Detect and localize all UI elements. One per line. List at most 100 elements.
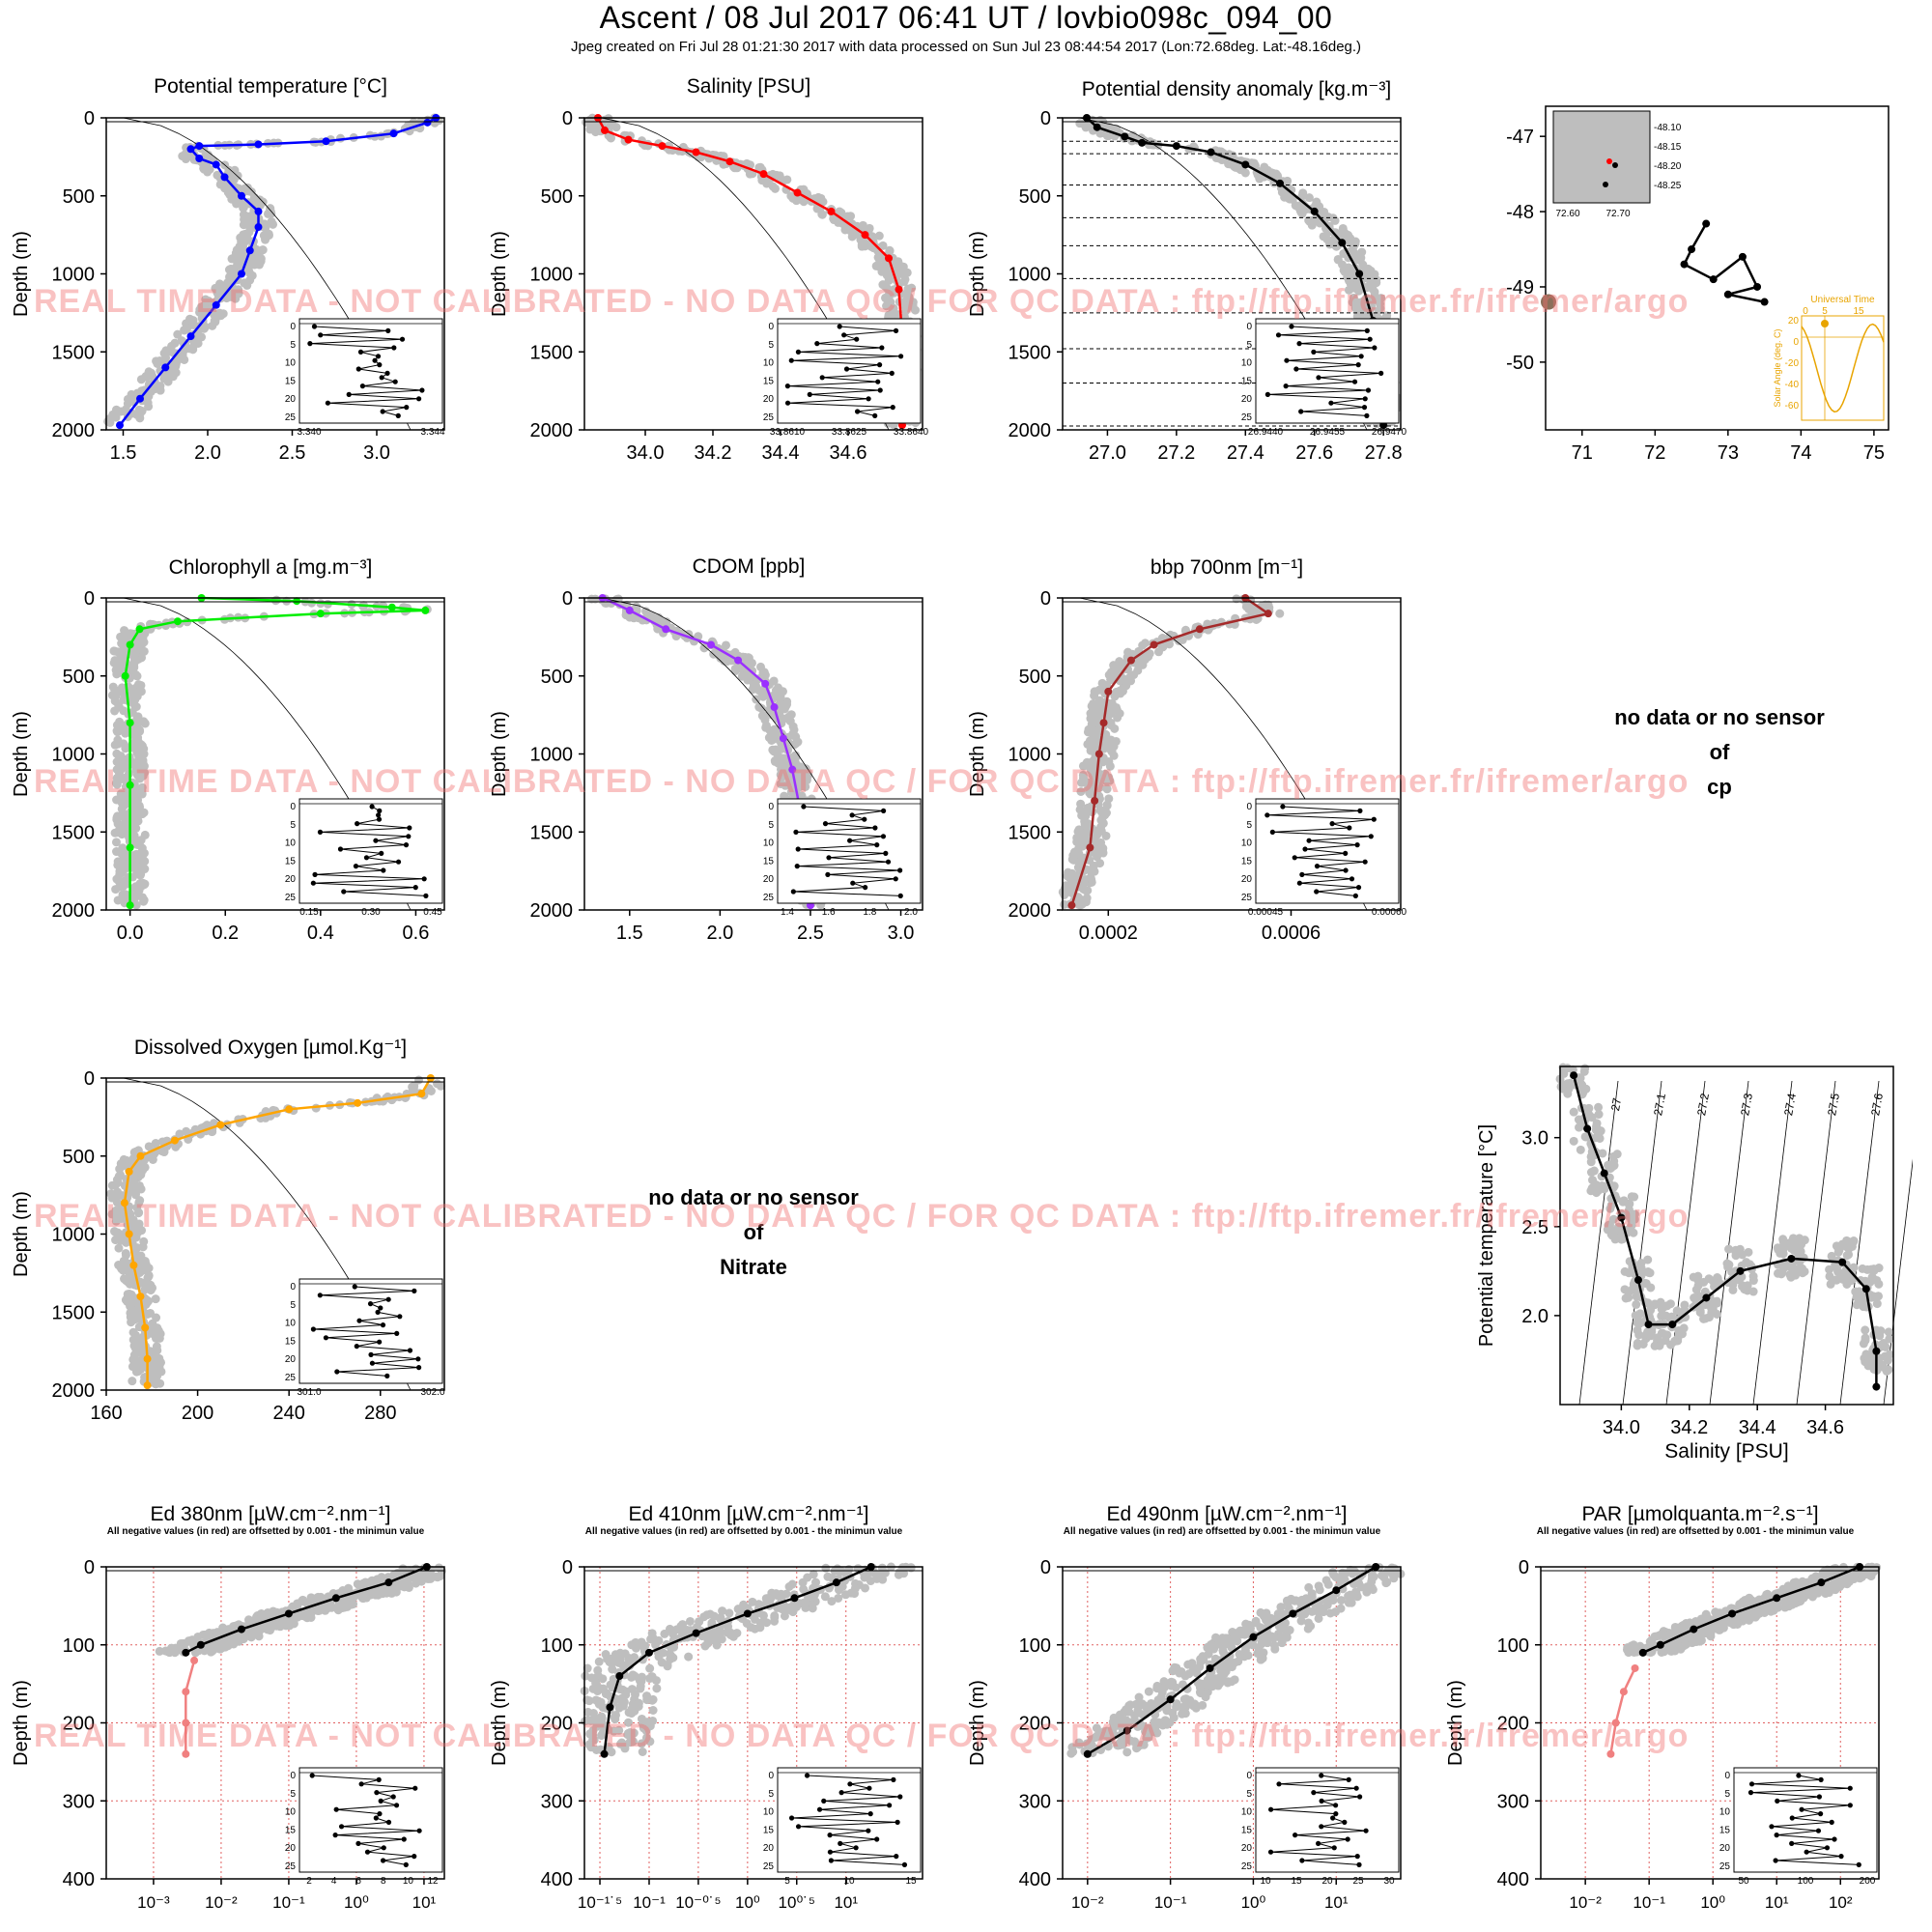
sun-y-label: 20 [1788,316,1800,327]
background-point [866,1577,875,1586]
background-point [1100,738,1110,748]
background-point [1645,1268,1655,1278]
data-point [126,781,134,789]
background-point [1061,881,1070,891]
background-point [730,666,740,675]
background-point [1098,843,1108,853]
x-tick-label: 0.2 [212,923,239,944]
background-point [908,300,918,310]
background-point [120,775,129,784]
inset-point [784,384,790,389]
background-point [139,638,149,647]
background-point [111,838,121,847]
background-point [114,826,124,836]
inset-x-label: 3.340 [297,427,321,438]
background-point [1656,1297,1665,1307]
data-point [615,1672,624,1681]
background-point [113,811,123,821]
data-point [421,606,430,614]
background-point [1349,293,1358,302]
inset-y-label: 0 [290,802,296,812]
background-point [205,164,214,174]
background-point [1796,1246,1805,1256]
background-point [1700,1314,1710,1323]
y-tick-label: 1000 [530,745,574,766]
background-point [140,1285,150,1294]
background-point [144,1142,154,1151]
map-inset-point [1603,182,1608,187]
density-panel: 27.0 27.2 27.4 27.6 27.80500100015002000Dept… [967,108,1407,464]
background-point [1877,1340,1887,1350]
inset-y-label: 0 [290,322,296,332]
inset-y-label: 15 [285,1825,297,1835]
background-point [1869,1264,1879,1274]
background-point [692,1623,701,1633]
y-tick-label: -49 [1506,277,1534,298]
data-point [285,1105,294,1114]
inset-point [318,332,324,338]
background-point [1842,1279,1852,1289]
background-point [875,1570,885,1579]
y-tick-label: -48 [1506,202,1534,223]
background-point [323,1604,332,1613]
background-point [628,1737,638,1747]
x-tick-label: 0.6 [403,923,430,944]
background-point [614,1703,624,1713]
background-point [1666,1340,1676,1350]
y-tick-label: 2.0 [1521,1306,1548,1327]
background-point [1619,1196,1629,1206]
background-point [226,264,236,273]
background-point [627,1640,637,1650]
y-tick-label: 500 [63,186,95,208]
background-point [134,1198,144,1208]
background-point [1708,1276,1718,1286]
background-point [899,277,909,287]
background-point [1086,709,1095,719]
x-tick-label: 10¹ [412,1893,437,1912]
inset-x-label: 1.4 [781,907,794,918]
temperature-title: Potential temperature [°C] [154,75,387,98]
inset-point [875,379,881,384]
background-point [1330,240,1340,249]
ed380-note: All negative values (in red) are offsett… [106,1526,425,1537]
background-point [719,159,728,169]
background-point [110,740,120,750]
data-point [790,1594,799,1603]
background-point [1576,1145,1585,1154]
inset-y-label: 20 [763,394,775,405]
background-point [652,1684,662,1693]
inset-frame [298,1767,443,1873]
background-point [113,727,123,737]
background-point [593,1665,603,1675]
no-data-line1: no data or no sensor [1614,705,1825,729]
background-point [1629,1228,1638,1237]
background-point [1873,1292,1883,1301]
x-tick-label: 10¹ [834,1893,858,1912]
background-point [137,782,147,792]
background-point [724,1608,734,1618]
background-point [718,1606,727,1616]
inset-x-label: 3.344 [420,427,444,438]
background-point [1594,1102,1604,1112]
background-point [111,1236,121,1245]
background-point [198,303,208,313]
x-tick-label: 1.5 [110,442,137,464]
background-point [1089,755,1098,765]
background-point [1852,1293,1861,1302]
x-tick-label: 0.0 [117,923,144,944]
y-tick-label: 1000 [530,265,574,286]
data-point [1668,1321,1677,1329]
background-point [127,629,136,639]
background-point [902,290,912,299]
background-point [107,1209,117,1219]
background-point [373,1590,383,1600]
data-point [761,679,770,688]
y-tick-label: 0 [84,1557,95,1578]
background-point [301,1612,311,1622]
background-point [1589,1166,1599,1176]
y-axis-label: Depth (m) [11,711,32,797]
inset-y-label: 0 [290,1771,296,1781]
background-point [882,301,892,311]
y-tick-label: 1500 [52,342,96,363]
inset-y-label: 10 [1241,358,1253,369]
